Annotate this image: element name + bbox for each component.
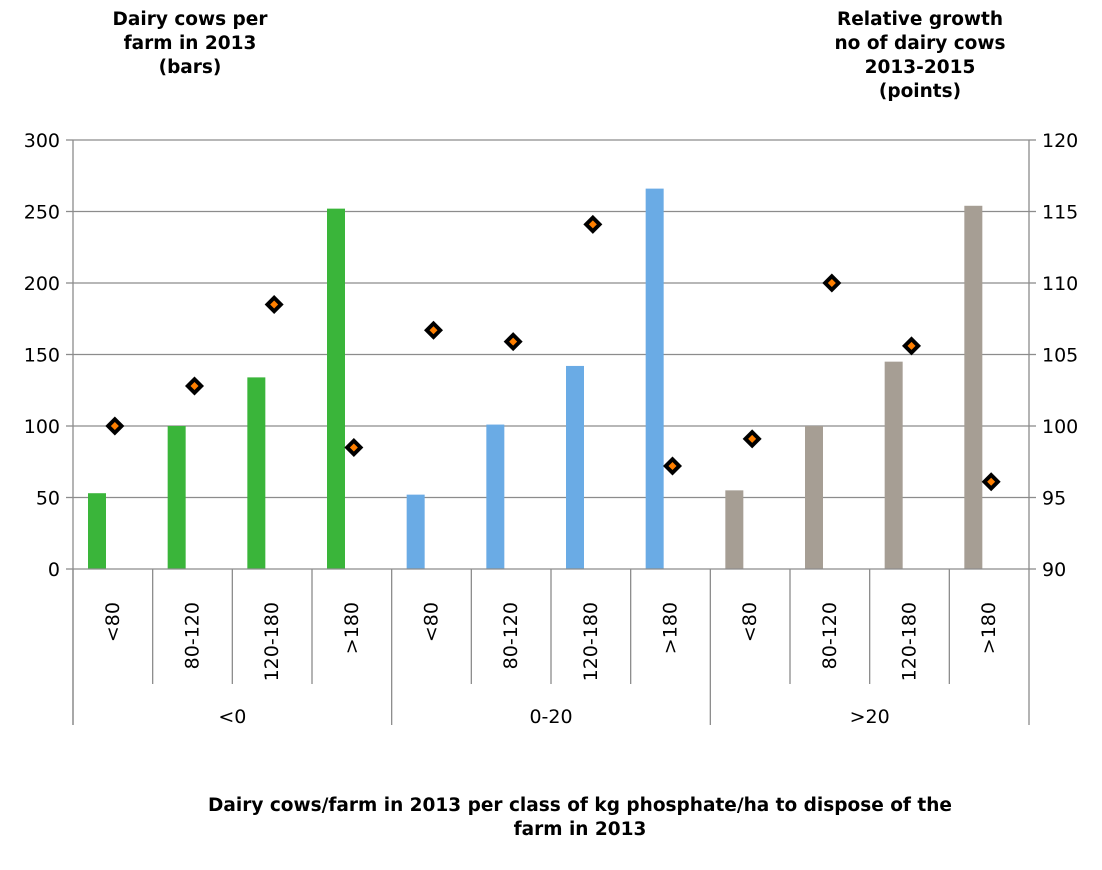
x-axis-title: Dairy cows/farm in 2013 per class of kg … bbox=[208, 795, 952, 840]
point-marker-center bbox=[668, 462, 677, 471]
x-category-labels: <80 80-120 120-180 >180 <0 <80 80-120 120-180 >1… bbox=[102, 602, 1000, 728]
bar bbox=[884, 361, 903, 569]
bar bbox=[406, 494, 425, 569]
bar bbox=[964, 205, 983, 569]
point-marker-center bbox=[429, 326, 438, 335]
left-tick-label: 0 bbox=[48, 559, 60, 581]
left-tick-label: 200 bbox=[24, 273, 60, 295]
point-marker-center bbox=[748, 434, 757, 443]
left-tick-label: 100 bbox=[24, 416, 60, 438]
bar bbox=[486, 424, 505, 569]
bar bbox=[645, 188, 664, 569]
category-label: 80-120 bbox=[819, 602, 841, 669]
bar bbox=[88, 493, 106, 569]
point-marker-center bbox=[270, 300, 279, 309]
category-label: 120-180 bbox=[899, 602, 921, 681]
category-label: 120-180 bbox=[580, 602, 602, 681]
right-tick-label: 120 bbox=[1042, 130, 1078, 152]
group-label: 0-20 bbox=[529, 706, 572, 728]
group-label: <0 bbox=[218, 706, 246, 728]
left-axis-title: Dairy cows per farm in 2013 (bars) bbox=[112, 9, 268, 78]
axes bbox=[66, 139, 1036, 725]
point-marker-center bbox=[588, 220, 597, 229]
bar bbox=[725, 490, 744, 569]
point-marker-center bbox=[349, 443, 358, 452]
left-tick-label: 250 bbox=[24, 202, 60, 224]
bar bbox=[566, 365, 584, 569]
left-tick-label: 300 bbox=[24, 130, 60, 152]
category-label: >180 bbox=[341, 602, 363, 654]
point-marker-center bbox=[907, 341, 916, 350]
right-tick-label: 105 bbox=[1042, 345, 1078, 367]
category-label: <80 bbox=[421, 602, 443, 642]
category-label: >180 bbox=[978, 602, 1000, 654]
category-label: 120-180 bbox=[261, 602, 283, 681]
bar bbox=[247, 377, 266, 569]
left-tick-label: 50 bbox=[36, 488, 60, 510]
right-axis-ticks: 90 95 100 105 110 115 120 bbox=[1042, 130, 1078, 581]
right-axis-title: Relative growth no of dairy cows 2013-20… bbox=[834, 9, 1006, 102]
bar-series bbox=[88, 188, 983, 569]
right-tick-label: 110 bbox=[1042, 273, 1078, 295]
left-axis-ticks: 0 50 100 150 200 250 300 bbox=[24, 130, 60, 581]
point-series bbox=[105, 214, 1001, 492]
gridlines bbox=[73, 139, 1029, 499]
category-label: >180 bbox=[660, 602, 682, 654]
bar bbox=[167, 426, 186, 569]
category-label: <80 bbox=[102, 602, 124, 642]
category-label: <80 bbox=[739, 602, 761, 642]
right-tick-label: 90 bbox=[1042, 559, 1066, 581]
right-tick-label: 95 bbox=[1042, 488, 1066, 510]
right-tick-label: 100 bbox=[1042, 416, 1078, 438]
point-marker-center bbox=[827, 279, 836, 287]
point-marker-center bbox=[987, 477, 996, 486]
point-marker-center bbox=[190, 381, 199, 390]
point-marker-center bbox=[110, 422, 119, 430]
right-tick-label: 115 bbox=[1042, 202, 1078, 224]
point-marker-center bbox=[509, 337, 518, 346]
group-label: >20 bbox=[850, 706, 890, 728]
bar bbox=[327, 208, 345, 569]
category-label: 80-120 bbox=[182, 602, 204, 669]
bar bbox=[805, 426, 823, 569]
category-label: 80-120 bbox=[500, 602, 522, 669]
left-tick-label: 150 bbox=[24, 345, 60, 367]
